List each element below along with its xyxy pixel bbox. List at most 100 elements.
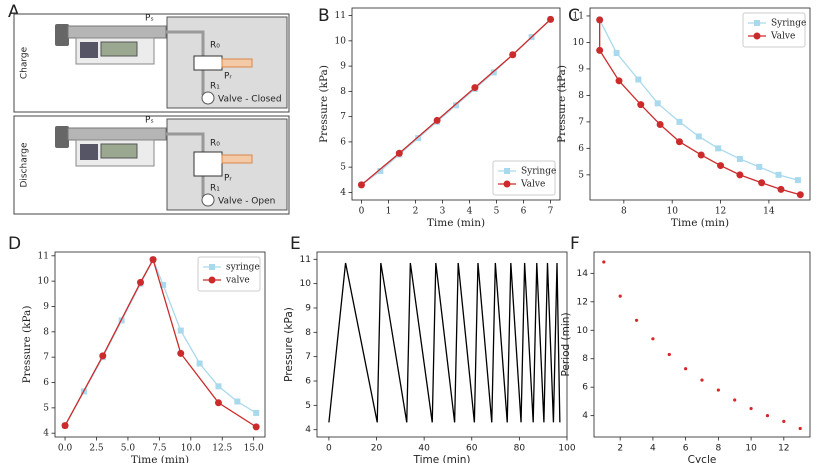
y-tick-label: 11 [573, 11, 584, 21]
data-marker [635, 76, 642, 83]
y-tick-label: 10 [300, 279, 312, 289]
x-tick-label: 2.5 [89, 444, 104, 454]
data-marker [613, 50, 620, 57]
x-tick-label: 10.0 [181, 444, 201, 454]
row-label: Discharge [20, 142, 30, 188]
source-pressure: Pₛ [145, 116, 154, 126]
reservoir [201, 91, 215, 105]
data-marker [654, 100, 661, 107]
x-tick-label: 40 [418, 444, 430, 454]
x-tick-label: 1 [386, 207, 392, 217]
y-tick-label: 10 [335, 36, 347, 46]
reservoir [201, 193, 215, 207]
data-marker [794, 177, 801, 184]
data-marker [736, 171, 744, 179]
data-marker [765, 414, 770, 418]
x-tick-label: 80 [514, 444, 526, 454]
y-tick-label: 7 [305, 352, 311, 362]
x-tick-label: 8 [715, 444, 721, 454]
y-tick-label: 6 [578, 144, 584, 154]
x-tick-label: 60 [466, 444, 478, 454]
y-axis-label: Pressure (kPa) [283, 307, 295, 382]
x-axis-label: Time (min) [671, 217, 729, 229]
y-tick-label: 12 [577, 297, 588, 307]
diagram-row: Charge Pₛ Pᵣ R₀ R₁ Valve - Closed [13, 13, 290, 113]
legend-marker [208, 276, 216, 284]
data-marker [602, 260, 606, 264]
y-tick-label: 8 [305, 328, 311, 338]
legend-label: Syringe [771, 19, 806, 29]
panel-letter: D [8, 234, 21, 254]
data-marker [684, 367, 688, 371]
data-marker [490, 69, 497, 76]
data-marker [357, 181, 365, 189]
data-marker [149, 256, 157, 264]
y-tick-label: 6 [340, 137, 346, 147]
x-tick-label: 6 [683, 444, 689, 454]
y-tick-label: 10 [38, 277, 50, 287]
data-marker [471, 84, 479, 92]
y-tick-label: 8 [340, 87, 346, 97]
x-tick-label: 15.0 [244, 444, 264, 454]
data-marker [667, 352, 671, 357]
panel-letter: F [570, 234, 580, 254]
x-tick-label: 10 [745, 444, 757, 454]
data-marker [618, 294, 622, 298]
x-tick-label: 5 [494, 207, 500, 217]
x-tick-label: 20 [371, 444, 383, 454]
r1-label: R₁ [210, 82, 220, 92]
y-axis-label: Period (min) [560, 312, 572, 376]
y-tick-label: 10 [577, 326, 589, 336]
legend-marker [209, 264, 215, 270]
data-line [361, 18, 551, 186]
legend-marker [503, 180, 511, 188]
x-tick-label: 8 [621, 207, 627, 217]
source-pressure: Pₛ [145, 14, 154, 24]
data-marker [651, 337, 655, 341]
data-marker [453, 102, 459, 109]
data-marker [61, 422, 69, 430]
data-marker [675, 138, 683, 146]
x-tick-label: 2 [413, 207, 419, 217]
data-marker [700, 378, 704, 382]
legend-marker [753, 32, 761, 40]
data-marker [637, 101, 645, 109]
keypad [80, 144, 98, 160]
data-marker [137, 278, 145, 286]
keypad [80, 42, 98, 58]
data-marker [596, 16, 604, 24]
x-tick-label: 5.0 [121, 444, 136, 454]
y-tick-label: 5 [43, 403, 49, 413]
data-marker [253, 409, 260, 416]
y-tick-label: 8 [582, 354, 588, 364]
x-tick-label: 12 [778, 444, 789, 454]
r0-label: R₀ [210, 139, 220, 149]
data-marker [775, 171, 782, 178]
data-marker [749, 406, 753, 411]
data-marker [733, 398, 737, 402]
data-marker [214, 399, 222, 407]
y-tick-label: 7 [340, 112, 346, 122]
syringe [67, 25, 167, 39]
data-marker [547, 15, 555, 23]
y-tick-label: 7 [578, 117, 584, 127]
y-tick-label: 11 [335, 11, 346, 21]
chart-panel: E 0 20 40 60 80 100 4 5 6 7 8 9 10 11 Time (min) Pressur… [283, 234, 576, 463]
data-marker [695, 133, 702, 140]
data-marker [716, 388, 720, 392]
x-tick-label: 0.0 [58, 444, 73, 454]
y-axis-label: Pressure (kPa) [556, 65, 568, 143]
x-tick-label: 12 [715, 207, 726, 217]
x-tick-label: 0 [326, 444, 332, 454]
data-marker [215, 383, 222, 390]
y-axis-label: Pressure (kPa) [318, 65, 330, 143]
data-marker [177, 327, 184, 334]
y-tick-label: 4 [340, 188, 346, 198]
x-axis-label: Time (min) [427, 217, 485, 229]
data-marker [756, 163, 763, 170]
panel-letter: B [318, 6, 330, 26]
reservoir-pressure: Pᵣ [224, 72, 232, 82]
legend-marker [504, 168, 510, 174]
legend-label: syringe [226, 263, 260, 273]
